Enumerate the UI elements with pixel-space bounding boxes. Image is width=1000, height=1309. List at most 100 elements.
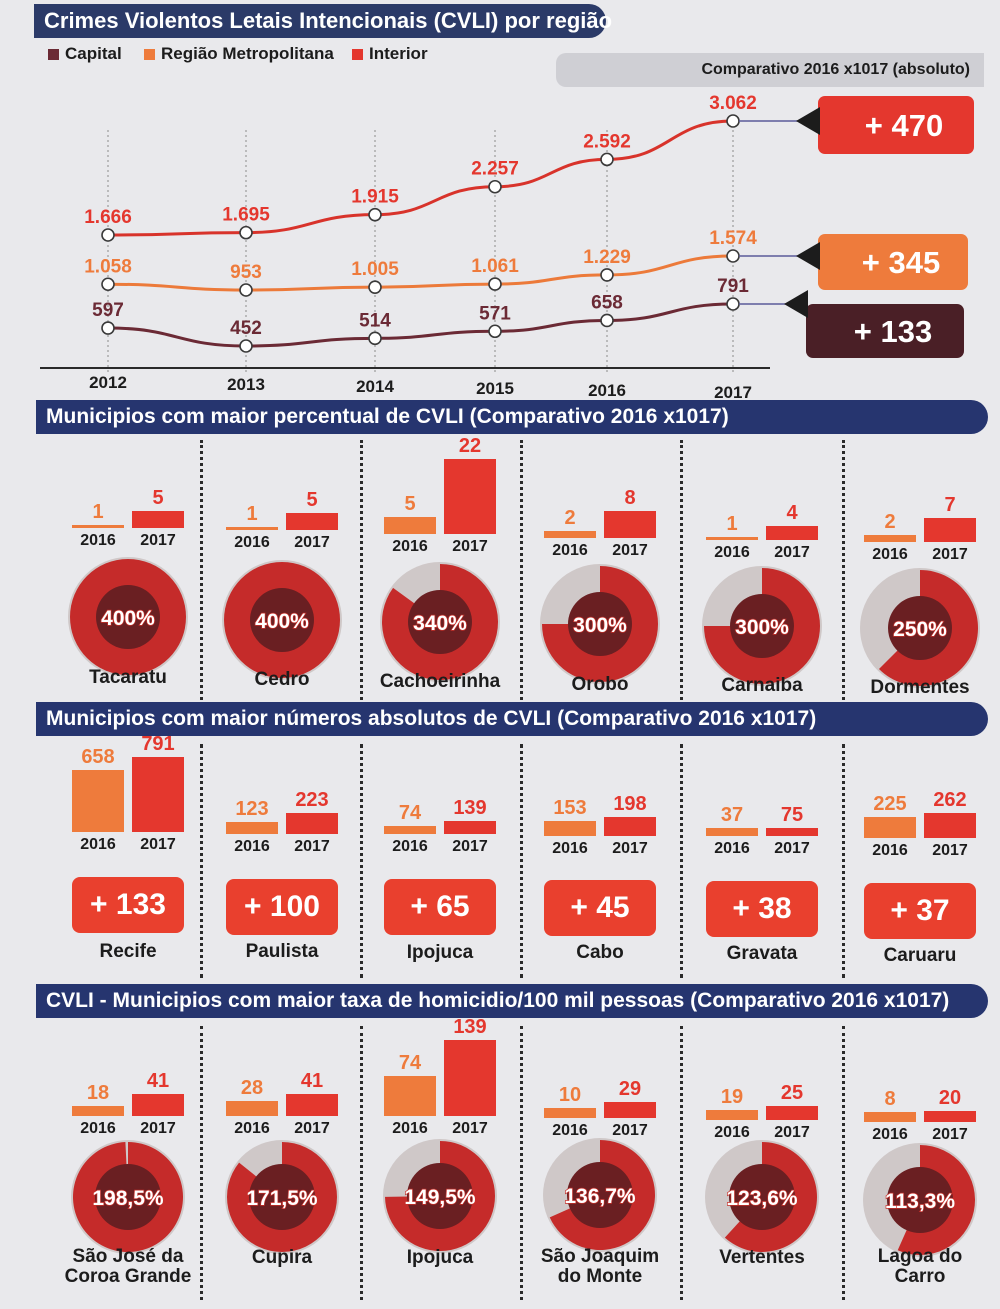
data-label: 1.695	[222, 205, 270, 226]
legend-swatch-interior	[352, 48, 363, 60]
year-label-2016: 2016	[80, 532, 116, 549]
percent-ring: 149,5%	[383, 1139, 497, 1253]
percent-label: 400%	[101, 607, 155, 630]
bar-2017	[924, 1111, 976, 1122]
municipio-name: Cachoeirinha	[379, 671, 501, 692]
increase-badge: + 37	[864, 883, 976, 939]
bar-value-2016: 37	[720, 804, 744, 826]
percent-label: 250%	[893, 618, 947, 641]
percent-ring: 250%	[860, 568, 980, 688]
percent-label: 171,5%	[246, 1187, 318, 1210]
bar-value-2016: 19	[720, 1085, 744, 1108]
data-label: 1.666	[84, 207, 132, 228]
municipio-name: São Joaquim do Monte	[520, 1247, 680, 1287]
legend-swatch-capital	[48, 48, 59, 60]
year-label-2017: 2017	[294, 534, 330, 551]
bar-2017	[924, 518, 976, 542]
percent-label: 400%	[255, 610, 309, 633]
percent-label: 300%	[573, 614, 627, 637]
municipio-name-line: Ipojuca	[406, 1247, 474, 1268]
bar-2017	[444, 1040, 496, 1116]
data-point	[600, 152, 614, 167]
bar-2017	[132, 1093, 184, 1116]
year-label-2016: 2016	[392, 538, 428, 555]
bar-2017	[286, 812, 338, 834]
municipio-name: Ipojuca	[406, 942, 474, 963]
data-label: 2.257	[471, 159, 519, 180]
municipio-name: Tacaratu	[89, 667, 167, 688]
percent-ring: 340%	[380, 562, 500, 682]
series-line-capital	[107, 302, 734, 348]
data-label: 1.915	[351, 187, 399, 208]
percentual-title: Municipios com maior percentual de CVLI …	[36, 400, 988, 434]
delta-label: + 345	[862, 245, 940, 280]
municipio-name: Dormentes	[870, 677, 970, 698]
column-divider	[200, 744, 203, 978]
data-point	[239, 339, 253, 353]
data-label: 1.058	[84, 256, 132, 277]
bar-value-2017: 29	[618, 1078, 642, 1101]
legend-label: Região Metropolitana	[161, 44, 334, 63]
municipio-name-line: do Monte	[557, 1266, 643, 1287]
bar-2016	[864, 535, 916, 542]
bar-value-2017: 7	[944, 494, 956, 517]
year-label-2016: 2016	[714, 1124, 750, 1141]
municipio-name: Caruaru	[883, 945, 957, 966]
municipio-name: Gravata	[726, 943, 798, 964]
data-point	[488, 277, 502, 291]
year-label-2016: 2016	[872, 546, 908, 563]
bar-value-2016: 28	[240, 1076, 264, 1099]
year-label-2016: 2016	[80, 836, 116, 853]
bar-2017	[604, 817, 656, 836]
x-tick-label: 2013	[227, 375, 265, 394]
bar-value-2017: 8	[624, 486, 636, 509]
year-label-2016: 2016	[552, 1122, 588, 1139]
delta-box	[818, 234, 968, 290]
data-label: 597	[92, 300, 124, 321]
year-label-2016: 2016	[392, 838, 428, 855]
ring-center	[250, 588, 314, 652]
bar-value-2017: 791	[141, 733, 175, 755]
bar-2016	[864, 816, 916, 838]
year-label-2016: 2016	[714, 840, 750, 857]
year-label-2017: 2017	[774, 840, 810, 857]
column-divider	[842, 440, 845, 700]
bar-value-2017: 4	[786, 502, 798, 525]
series-line-região-metropolitana	[107, 254, 734, 292]
data-point	[239, 283, 253, 297]
ring-center	[96, 585, 160, 649]
bar-2017	[766, 828, 818, 836]
percent-label: 340%	[413, 612, 467, 635]
municipio-name: Vertentes	[682, 1248, 842, 1268]
ring-center	[95, 1164, 161, 1230]
data-point	[101, 277, 115, 292]
data-point	[488, 179, 502, 194]
absolutos-title: Municipios com maior números absolutos d…	[36, 702, 988, 736]
year-label-2017: 2017	[140, 532, 176, 549]
legend-label: Capital	[65, 44, 122, 63]
year-label-2017: 2017	[932, 546, 968, 563]
data-point	[488, 324, 502, 339]
ring-center	[887, 1167, 953, 1233]
x-tick-label: 2012	[89, 373, 127, 392]
bar-2016	[226, 822, 278, 834]
bar-2016	[384, 1075, 436, 1116]
delta-pointer-icon	[796, 107, 820, 135]
data-label: 953	[230, 262, 262, 283]
year-label-2016: 2016	[552, 542, 588, 559]
comparativo-label: Comparativo 2016 x1017 (absoluto)	[556, 53, 984, 87]
bar-value-2016: 225	[873, 792, 907, 815]
bar-2016	[544, 821, 596, 836]
ring-center	[568, 592, 632, 656]
column-divider	[200, 1026, 203, 1300]
ring-center	[567, 1162, 633, 1228]
percent-ring: 400%	[68, 557, 188, 677]
bar-2017	[604, 1102, 656, 1118]
line-chart: 2012 2013 2014 2015 2016 2017 1.666 1.695 1.915 2…	[40, 93, 974, 402]
bar-value-2017: 262	[933, 789, 967, 812]
delta-pointer-icon	[784, 290, 808, 318]
delta-label: + 133	[854, 314, 932, 349]
data-point	[101, 321, 115, 335]
percent-label: 149,5%	[404, 1186, 476, 1209]
bar-2017	[286, 1093, 338, 1116]
